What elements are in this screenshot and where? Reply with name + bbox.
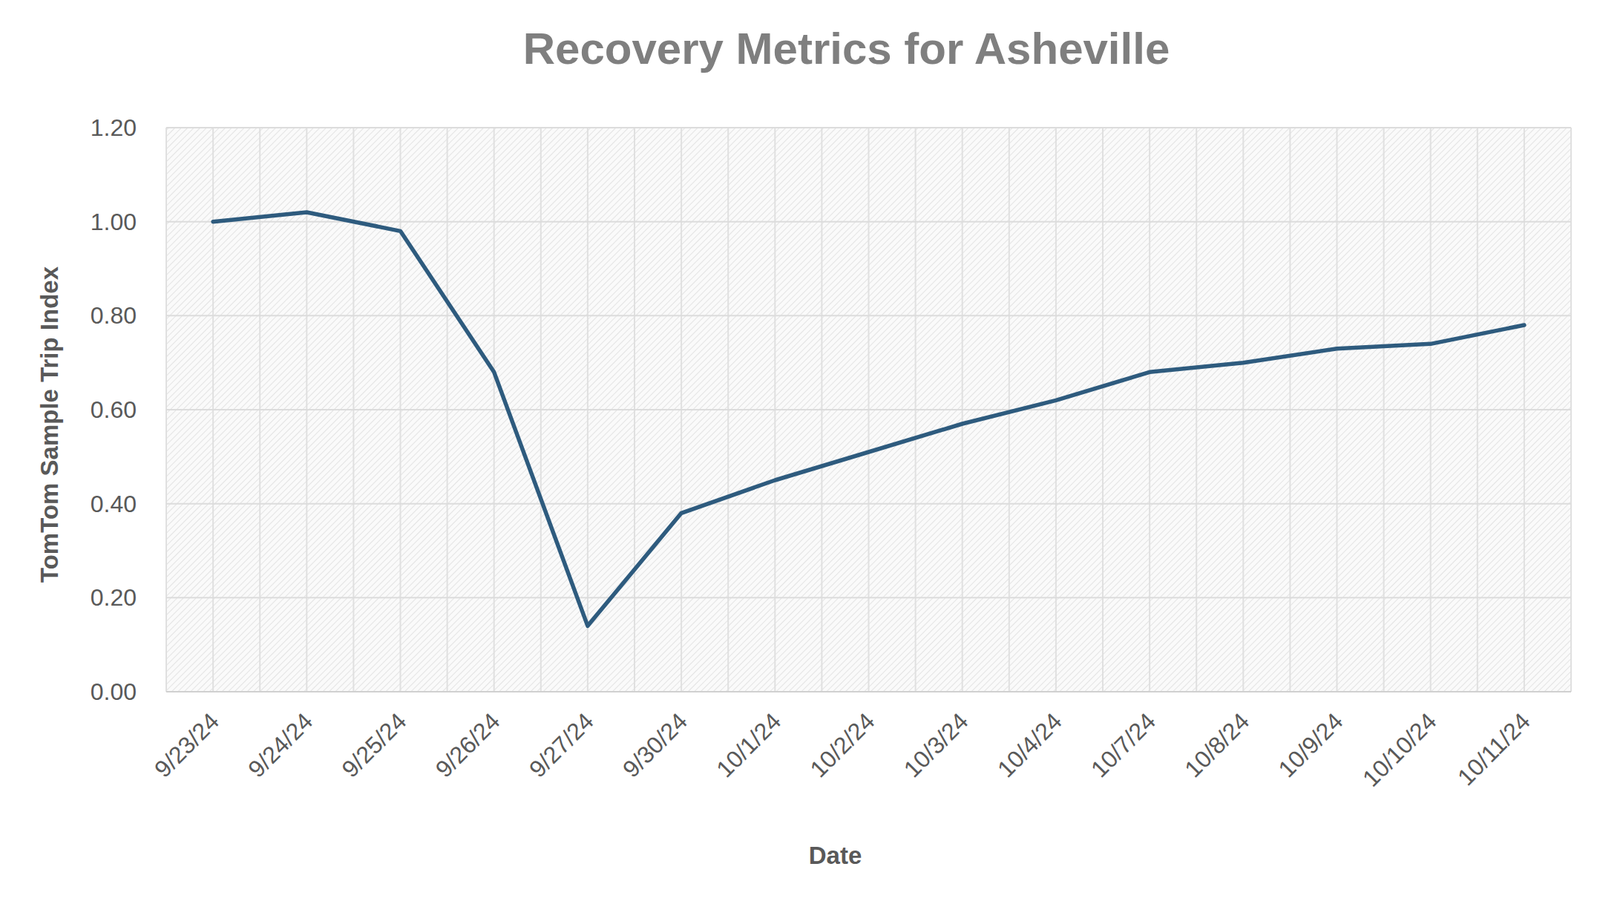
title: Recovery Metrics for Asheville	[523, 23, 1171, 74]
y-tick-label: 0.80	[90, 302, 137, 329]
x-tick-label: 10/3/24	[898, 707, 974, 783]
y-grid-line	[166, 503, 1572, 505]
y-grid-line	[166, 596, 1572, 599]
x-tick-label: 9/27/24	[523, 707, 599, 783]
y-grid-line	[166, 314, 1572, 317]
x-tick-label: 10/10/24	[1357, 707, 1442, 792]
y-tick-label: 0.20	[90, 584, 137, 611]
y-tick-label: 1.00	[90, 208, 137, 236]
x-tick-label: 9/24/24	[242, 707, 318, 783]
y-tick-label: 0.60	[90, 396, 137, 424]
x-tick-label: 9/23/24	[149, 707, 225, 783]
x-tick-label: 10/1/24	[710, 707, 786, 783]
x-tick-label: 10/8/24	[1179, 707, 1255, 783]
x-tick-label: 10/9/24	[1272, 707, 1348, 783]
chart: Recovery Metrics for Asheville 0.00 0.20 0.…	[0, 0, 1600, 904]
x-tick-label: 9/30/24	[617, 707, 693, 783]
x-tick-label: 10/11/24	[1452, 707, 1536, 791]
x-tick-label: 10/7/24	[1085, 707, 1161, 783]
plot-background	[166, 127, 1572, 692]
y-grid-line	[166, 690, 1572, 693]
y-grid-line	[166, 126, 1572, 129]
y-tick-label: 0.40	[90, 490, 137, 518]
x-tick-label: 9/26/24	[430, 707, 506, 783]
y-grid-line	[166, 221, 1572, 223]
x-tick-label: 10/2/24	[804, 707, 880, 783]
y-axis-title: TomTom Sample Trip Index	[35, 265, 64, 583]
y-tick-label: 0.00	[90, 678, 137, 706]
y-tick-label: 1.20	[90, 114, 137, 142]
x-tick-label: 9/25/24	[336, 707, 412, 783]
y-grid-line	[166, 408, 1572, 411]
series-group	[212, 212, 1525, 626]
x-tick-label: 10/4/24	[992, 707, 1068, 783]
x-axis-title: Date	[808, 841, 863, 870]
line	[212, 212, 1525, 626]
x-axis-line	[166, 690, 1572, 693]
